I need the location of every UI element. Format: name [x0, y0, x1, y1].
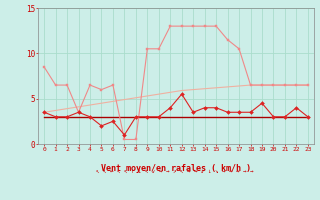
Text: ↖ ↖ ← ↖ ↖ ↑ ↓ ↖ ↙ → → ↗ ↖ → → ↙ ↓ ↘ → → → → →: ↖ ↖ ← ↖ ↖ ↑ ↓ ↖ ↙ → → ↗ ↖ → → ↙ ↓ ↘ → → …: [95, 168, 257, 173]
X-axis label: Vent moyen/en rafales ( km/h ): Vent moyen/en rafales ( km/h ): [101, 164, 251, 173]
